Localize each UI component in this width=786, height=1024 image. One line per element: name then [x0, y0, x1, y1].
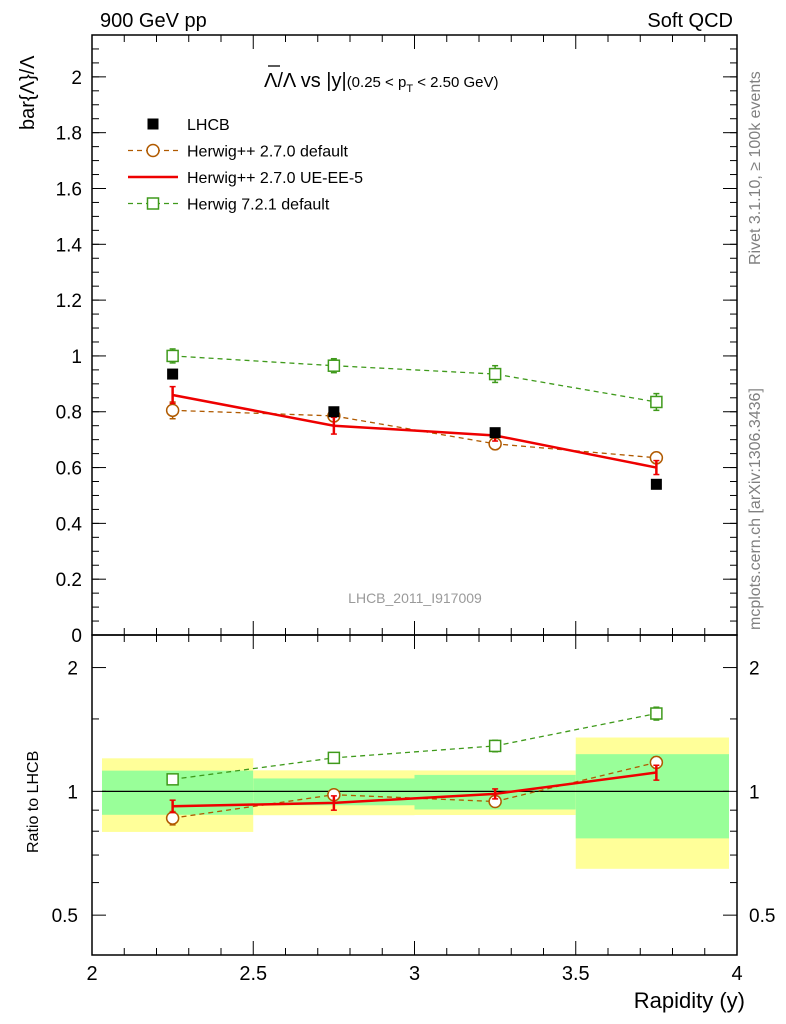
chart-axes: 0 0.2 0.4 0.6 0.8 1 1.2 1.4 1.6 1.8 2 2 2.5 3 3.5 4 0.5 0…	[52, 34, 775, 985]
main-lhcb-data-point	[489, 427, 501, 439]
header-right-label: Soft QCD	[647, 10, 733, 32]
plot-title-cut-subscript: T	[406, 83, 413, 95]
ratio-tick-label-right: 1	[749, 782, 760, 803]
y-tick-label: 1.8	[56, 124, 82, 145]
y-tick-label: 1.6	[56, 179, 82, 200]
main-series-line-2	[172, 393, 657, 469]
legend: LHCB Herwig++ 2.7.0 default Herwig++ 2.7.0…	[128, 117, 363, 214]
ratio-data-point	[165, 811, 180, 825]
legend-marker-lhcb	[147, 118, 159, 130]
main-lhcb-data-point	[328, 406, 340, 418]
main-series-line-1	[172, 409, 657, 459]
legend-label: Herwig++ 2.7.0 default	[187, 144, 349, 161]
x-tick-label: 2.5	[239, 963, 267, 985]
ratio-tick-label-right: 0.5	[749, 906, 775, 927]
y-tick-label: 0	[71, 626, 82, 647]
ratio-series-line-2	[172, 771, 657, 808]
main-data-point	[327, 359, 341, 372]
ratio-data-point	[327, 751, 341, 765]
ratio-tick-label-right: 2	[749, 659, 760, 680]
y-tick-label: 2	[71, 68, 82, 89]
y-tick-label: 1	[71, 347, 82, 368]
legend-label: Herwig 7.2.1 default	[187, 197, 330, 214]
ratio-series-line-3	[172, 712, 657, 780]
rivet-version-label: Rivet 3.1.10, ≥ 100k events	[747, 71, 764, 265]
ratio-data-point	[166, 773, 179, 786]
main-data-point	[165, 403, 180, 418]
y-tick-label: 0.4	[56, 514, 83, 535]
main-data-point	[650, 395, 663, 409]
x-tick-label: 2	[86, 963, 97, 985]
ratio-tick-label: 2	[67, 659, 78, 680]
analysis-id-label: LHCB_2011_I917009	[348, 590, 482, 606]
main-data-point	[166, 349, 179, 363]
legend-marker	[146, 197, 160, 210]
ratio-data-point	[488, 739, 502, 753]
ratio-band-inner	[575, 754, 729, 839]
legend-label: LHCB	[187, 117, 230, 134]
mcplots-reference-label: mcplots.cern.ch [arXiv:1306.3436]	[747, 388, 764, 630]
y-tick-label: 1.2	[56, 291, 82, 312]
ratio-tick-label: 1	[67, 782, 78, 803]
y-tick-label: 0.8	[56, 403, 82, 424]
main-series-line-3	[172, 355, 657, 403]
chart-marks	[165, 348, 664, 826]
ratio-bands	[102, 737, 729, 869]
ratio-tick-label: 0.5	[52, 906, 78, 927]
main-data-point	[488, 367, 502, 381]
y-tick-label: 0.2	[56, 570, 82, 591]
header-left-label: 900 GeV pp	[100, 10, 207, 32]
legend-marker	[146, 143, 160, 158]
main-lhcb-data-point	[167, 368, 179, 380]
main-lhcb-data-point	[650, 478, 662, 490]
y-tick-label: 1.4	[56, 235, 83, 256]
plot-title-cut-end: < 2.50 GeV)	[413, 74, 498, 91]
x-tick-label: 4	[731, 963, 742, 985]
x-tick-label: 3	[409, 963, 420, 985]
plot-title-cut: (0.25 < p	[347, 74, 407, 91]
ratio-y-axis-title: Ratio to LHCB	[25, 751, 42, 853]
ratio-data-point	[650, 707, 663, 720]
plot-title: Λ/Λ vs |y|(0.25 < pT < 2.50 GeV)	[264, 70, 499, 95]
y-tick-label: 0.6	[56, 459, 82, 480]
plot-title-main: Λ/Λ vs |y|	[264, 70, 347, 92]
x-axis-title: Rapidity (y)	[634, 988, 745, 1013]
x-tick-label: 3.5	[562, 963, 590, 985]
legend-label: Herwig++ 2.7.0 UE-EE-5	[187, 170, 363, 187]
y-axis-title: bar{Λ}/Λ	[17, 55, 39, 130]
